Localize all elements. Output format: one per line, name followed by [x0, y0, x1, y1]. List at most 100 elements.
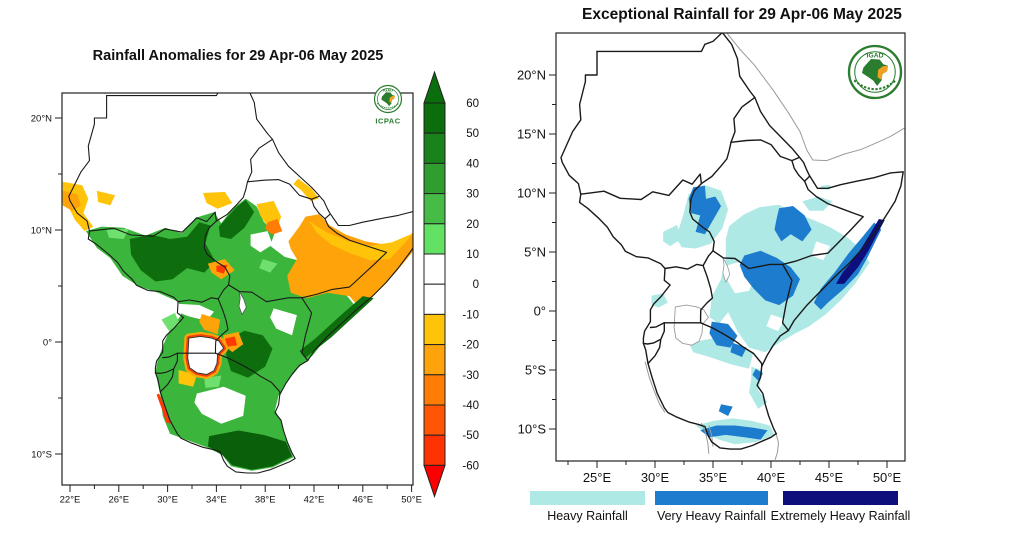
logo-igad-text: IGAD: [867, 53, 884, 60]
lake-victoria: [187, 335, 225, 375]
colorbar-label: 30: [466, 189, 479, 201]
rain-blob: [250, 231, 273, 253]
x-tick-label: 30°E: [157, 495, 178, 506]
x-tick-label: 50°E: [873, 470, 902, 485]
border-sudan_ssudan: [88, 211, 217, 237]
y-tick-label: 0°: [43, 337, 52, 348]
rain-blob: [287, 214, 413, 308]
rain-blob: [663, 224, 682, 247]
right-tick-labels: 25°E 30°E 35°E 40°E 45°E 50°E 20°N 15°N 10°N 5°N 0…: [517, 68, 902, 485]
colorbar-label: -40: [462, 400, 479, 412]
left-country-borders: [68, 93, 413, 474]
legend-label: Extremely Heavy Rainfall: [770, 509, 911, 523]
rain-blob: [218, 199, 255, 239]
border-eth_som: [781, 180, 864, 266]
x-tick-label: 34°E: [206, 495, 227, 506]
rain-blob: [224, 336, 238, 347]
gray-coastline-arabia: [726, 33, 905, 162]
rain-blob: [270, 308, 297, 336]
colorbar-segment: [423, 132, 446, 164]
border-ssudan_eth: [689, 182, 715, 252]
lake-turkana: [238, 290, 247, 316]
y-tick-label: 10°S: [518, 422, 547, 437]
border-rw_ug: [162, 352, 178, 359]
rain-blob: [718, 404, 733, 416]
colorbar-segment: [423, 253, 446, 285]
rain-blob: [129, 222, 216, 282]
border-sudan_eri: [246, 138, 274, 183]
left-ticks: [55, 117, 413, 492]
border-burundi_tz: [159, 368, 175, 393]
logo-igad-region-shape: [389, 95, 395, 104]
colorbar-label: 50: [466, 128, 479, 140]
logo-igad-region-shape: [877, 65, 888, 81]
border-west: [68, 95, 296, 474]
border-kenya_som: [301, 297, 313, 362]
y-tick-label: 20°N: [517, 68, 546, 83]
border-burundi_tz: [647, 338, 662, 365]
rain-blob: [293, 178, 319, 201]
border-west: [560, 50, 777, 450]
gray-coastline-tanganyika_w: [644, 361, 666, 413]
x-tick-label: 45°E: [815, 470, 844, 485]
border-djibouti: [791, 159, 810, 182]
x-tick-label: 42°E: [304, 495, 325, 506]
legend-label: Very Heavy Rainfall: [656, 509, 767, 523]
y-tick-label: 20°N: [31, 113, 52, 124]
colorbar-label: 60: [466, 98, 479, 110]
right-rainfall-layer: [651, 184, 885, 445]
border-ug_ke: [699, 264, 714, 324]
left-map-frame: [61, 92, 414, 486]
x-tick-label: 25°E: [583, 470, 612, 485]
colorbar-arrow-top: [423, 70, 446, 104]
colorbar-segment: [423, 102, 446, 134]
border-sudan_eri: [730, 96, 756, 144]
rain-blob: [766, 314, 785, 332]
rain-blob: [62, 190, 81, 211]
right-ticks: [549, 74, 888, 468]
x-tick-label: 30°E: [641, 470, 670, 485]
y-tick-label: 5°N: [524, 245, 546, 260]
igad-logo: IGAD: [847, 44, 903, 100]
right-map-title: Exceptional Rainfall for 29 Apr-06 May 2…: [582, 6, 902, 23]
colorbar-segment: [423, 344, 446, 376]
rain-blob: [207, 430, 292, 470]
border-ke_tz: [214, 352, 281, 396]
logo-laurel-wreath: [853, 79, 897, 91]
rain-blob: [259, 259, 278, 273]
colorbar-segment: [423, 223, 446, 255]
border-ssudan_ug_ke: [664, 250, 714, 270]
right-map-area: [560, 33, 905, 460]
rain-blob: [204, 375, 222, 388]
x-tick-label: 50°E: [401, 495, 422, 506]
legend-swatch: [783, 491, 898, 505]
colorbar-segment: [423, 193, 446, 225]
colorbar-label: 40: [466, 158, 479, 170]
left-map-area: [62, 93, 413, 474]
rain-blob: [688, 185, 722, 235]
colorbar-label: -60: [462, 460, 479, 472]
colorbar-label: -10: [462, 309, 479, 321]
colorbar-label: 0: [473, 279, 479, 291]
logo-igad-text: IGAD: [383, 88, 393, 93]
rain-blob: [199, 314, 221, 335]
colorbar-label: -50: [462, 430, 479, 442]
x-tick-label: 46°E: [352, 495, 373, 506]
left-rainfall-layer: [62, 178, 413, 471]
rain-blob: [811, 241, 831, 261]
border-kenya_eth: [712, 250, 784, 270]
lake-victoria: [673, 304, 709, 346]
border-rwanda: [154, 352, 178, 374]
gray-coastline-malawi_w: [700, 422, 710, 454]
logo-icpac-text: ICPAC: [375, 117, 400, 126]
y-tick-label: 10°N: [31, 225, 52, 236]
border-north_coast: [596, 33, 904, 435]
colorbar-segment: [423, 313, 446, 346]
y-tick-label: 0°: [534, 304, 546, 319]
left-map-title: Rainfall Anomalies for 29 Apr-06 May 202…: [92, 48, 384, 64]
border-ssudan_ug_ke: [177, 284, 230, 303]
border-sudan_ssudan: [580, 173, 703, 201]
right-map-frame: [555, 32, 906, 462]
